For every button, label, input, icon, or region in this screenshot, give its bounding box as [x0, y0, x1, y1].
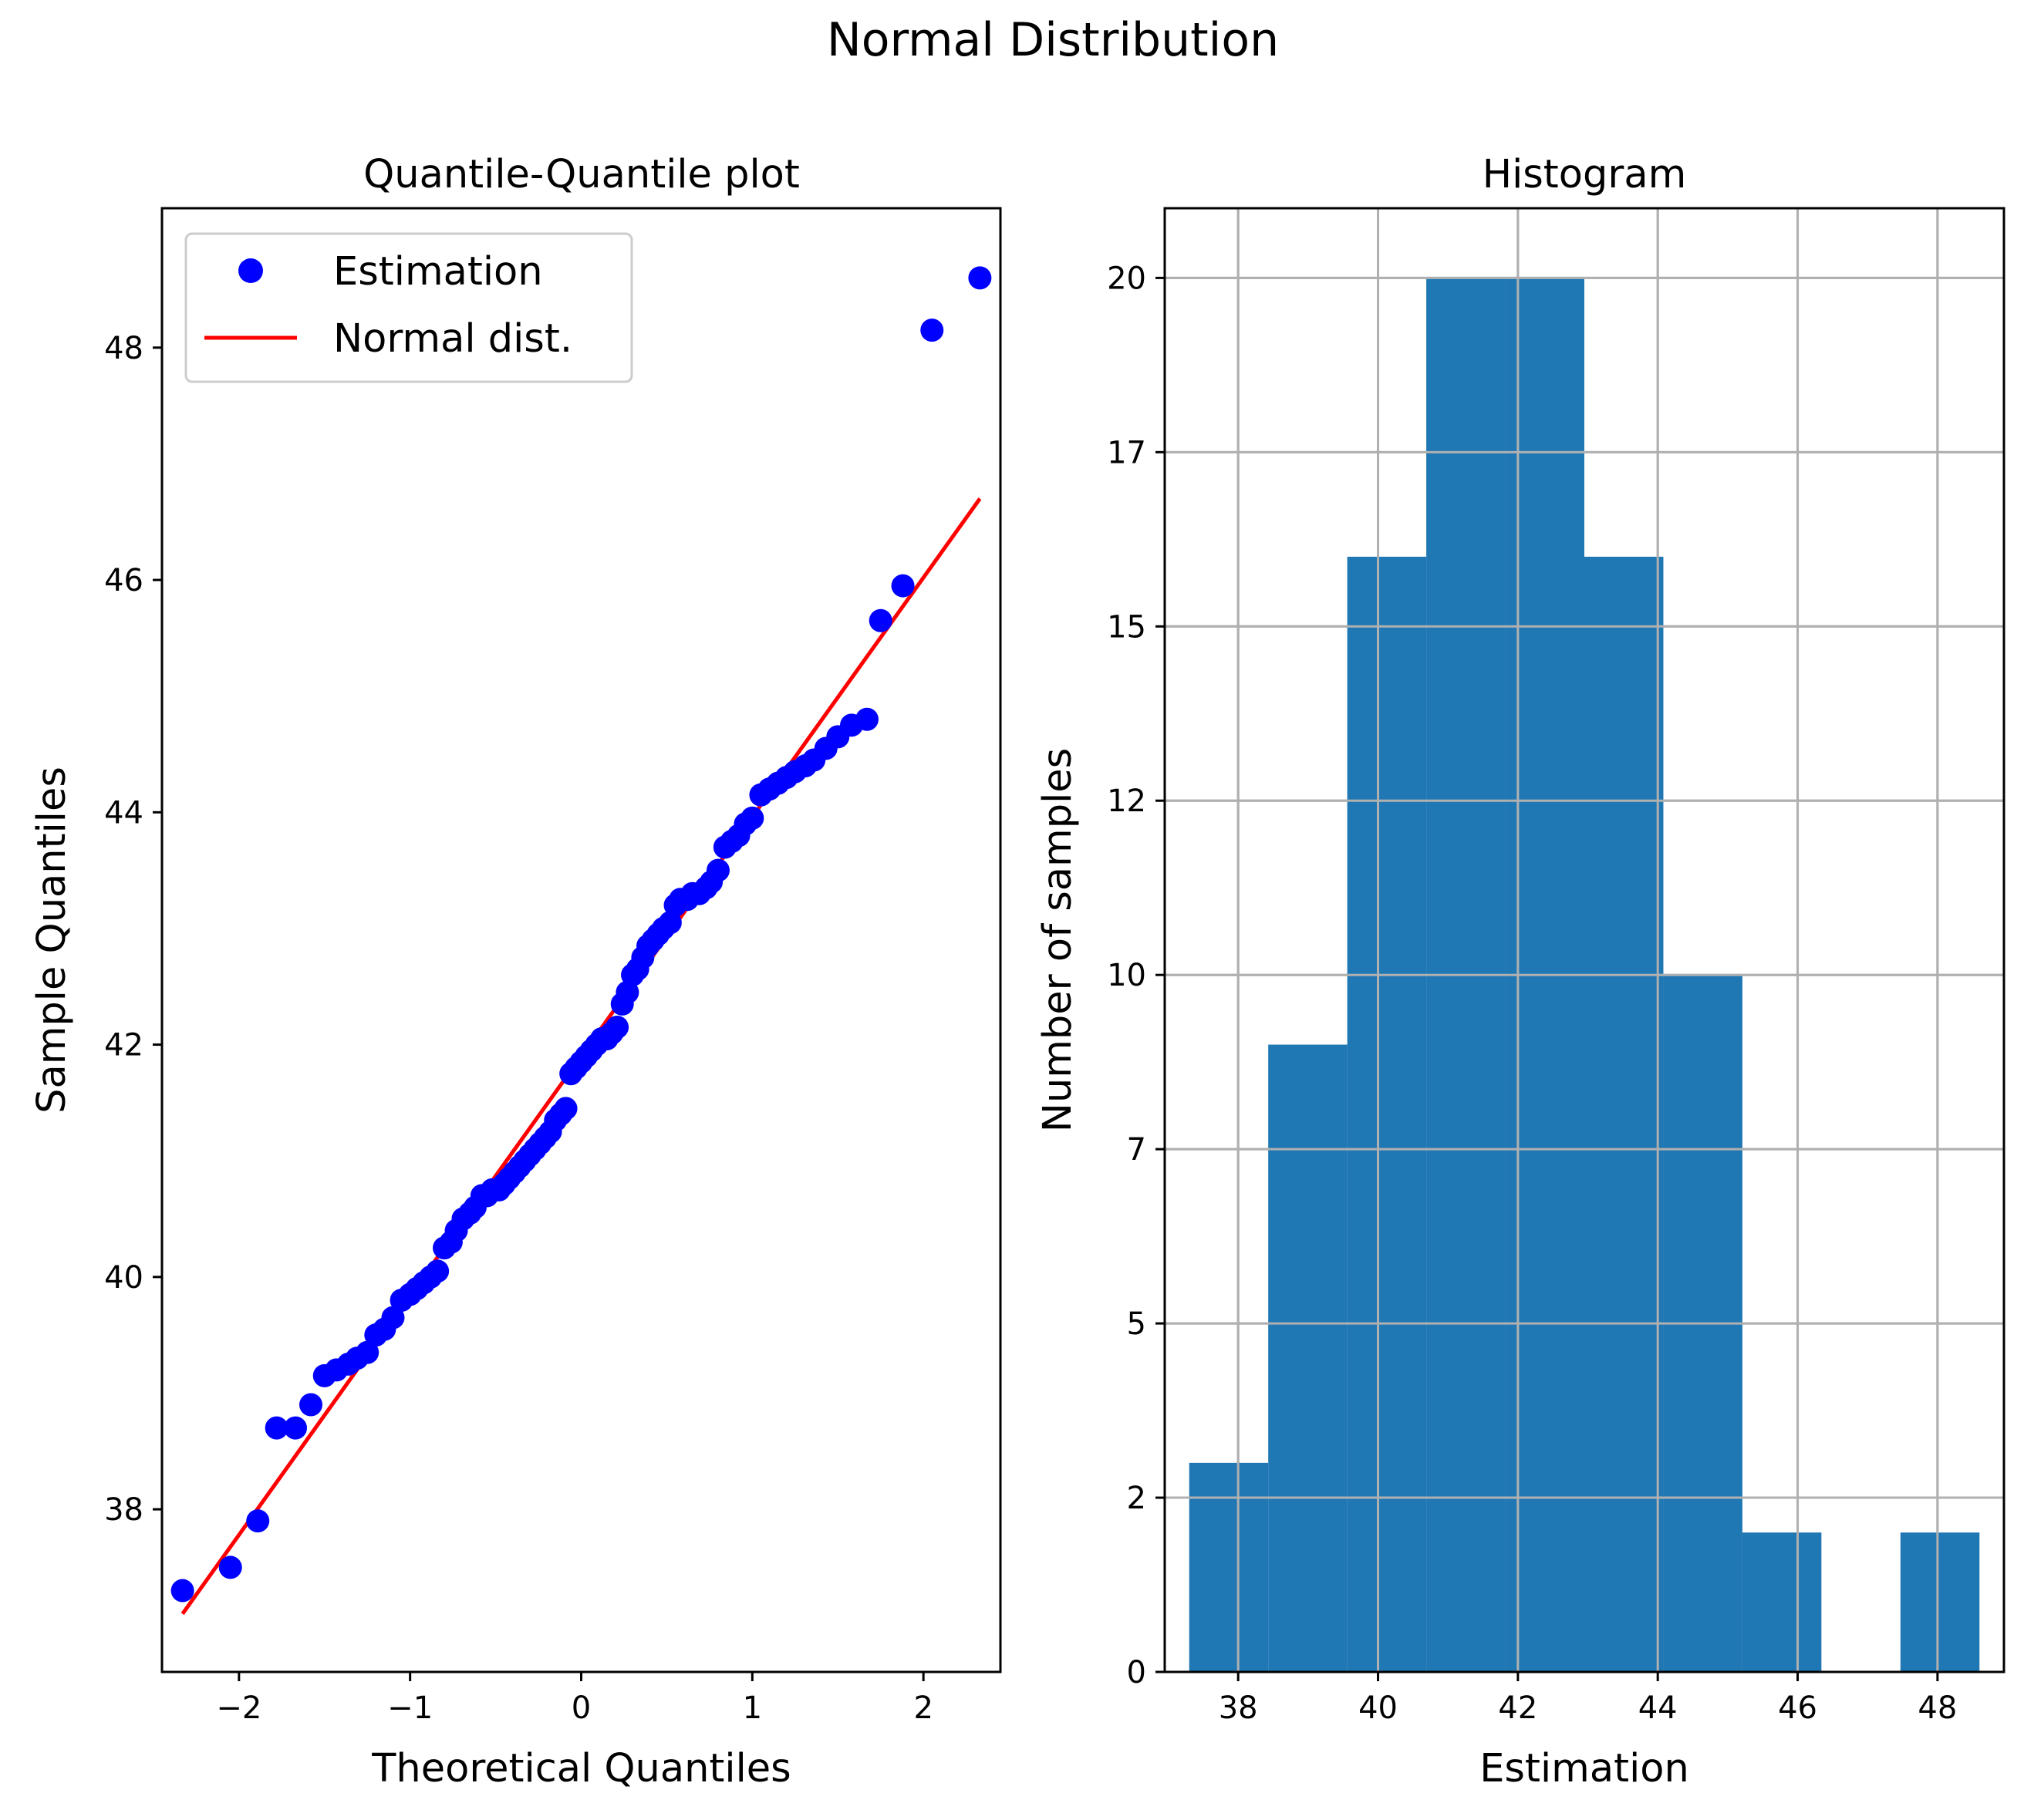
estimation-point [740, 806, 764, 830]
qq-y-axis: 38 40 42 44 46 48 [104, 331, 162, 1528]
histogram-x-axis-label: Estimation [1479, 1746, 1689, 1791]
histogram-axes-frame [1163, 207, 2005, 1673]
histogram-y-tick-label: 0 [1127, 1655, 1146, 1690]
qq-x-axis: −2 −1 0 1 2 [216, 1672, 933, 1726]
qq-y-axis-label: Sample Quantiles [29, 767, 75, 1114]
qq-x-tick-label: 0 [572, 1690, 591, 1726]
qq-x-tick-label: 1 [743, 1690, 762, 1726]
histogram-bar [1268, 1044, 1348, 1672]
estimation-point [218, 1555, 242, 1579]
estimation-point [920, 318, 944, 342]
histogram-x-tick-label: 40 [1358, 1690, 1398, 1726]
histogram-x-tick-label: 46 [1778, 1690, 1817, 1726]
estimation-point [869, 608, 892, 632]
histogram-title: Histogram [1483, 152, 1687, 197]
histogram-y-axis: 0 2 5 7 10 12 15 17 20 [1107, 261, 1165, 1690]
estimation-point [284, 1416, 308, 1440]
qq-x-tick-label: −1 [387, 1690, 433, 1726]
histogram-y-tick-label: 12 [1107, 784, 1146, 819]
histogram-y-tick-label: 17 [1107, 435, 1146, 470]
qq-y-tick-label: 40 [104, 1260, 143, 1296]
histogram-bar [1742, 1532, 1822, 1672]
qq-legend: Estimation Normal dist. [184, 232, 633, 383]
estimation-point [706, 858, 730, 882]
estimation-point [855, 707, 879, 731]
estimation-point [265, 1416, 288, 1440]
histogram-x-tick-label: 38 [1219, 1690, 1258, 1726]
estimation-point [658, 911, 682, 935]
histogram-y-tick-label: 7 [1127, 1132, 1146, 1168]
histogram-y-axis-label: Number of samples [1035, 748, 1081, 1132]
estimation-point [299, 1393, 322, 1417]
histogram-x-axis: 38 40 42 44 46 48 [1219, 1672, 1957, 1726]
estimation-point [356, 1340, 380, 1364]
estimation-point [170, 1579, 194, 1603]
histogram-bar [1900, 1532, 1980, 1672]
histogram-bar [1347, 556, 1427, 1672]
qq-legend-estimation-marker [238, 258, 263, 283]
qq-y-tick-label: 44 [104, 795, 143, 831]
estimation-point [616, 980, 639, 1004]
qq-y-tick-label: 42 [104, 1028, 143, 1063]
estimation-point [968, 266, 992, 290]
histogram-y-tick-label: 10 [1107, 958, 1146, 993]
estimation-point [426, 1259, 450, 1283]
histogram-x-tick-label: 42 [1498, 1690, 1537, 1726]
histogram-panel: Histogram 38 40 42 44 46 48 0 2 5 7 10 12 15 17 20 Es… [1035, 152, 2005, 1791]
qq-legend-normal-label: Normal dist. [333, 316, 572, 362]
histogram-x-tick-label: 48 [1918, 1690, 1957, 1726]
estimation-point [891, 574, 915, 598]
histogram-y-tick-label: 15 [1107, 609, 1146, 645]
qq-legend-estimation-label: Estimation [333, 249, 543, 295]
qq-y-tick-label: 38 [104, 1492, 143, 1528]
qq-legend-box [184, 232, 633, 383]
qq-y-tick-label: 46 [104, 563, 143, 598]
histogram-y-tick-label: 20 [1107, 261, 1146, 296]
histogram-x-tick-label: 44 [1638, 1690, 1678, 1726]
qq-x-tick-label: 2 [913, 1690, 933, 1726]
qq-plot-title: Quantile-Quantile plot [363, 152, 800, 197]
qq-plot-area [170, 266, 992, 1616]
qq-plot-panel: Quantile-Quantile plot −2 −1 0 1 2 38 40 42 44 4… [29, 152, 1002, 1791]
histogram-bar [1189, 1462, 1269, 1672]
estimation-point [246, 1509, 270, 1533]
histogram-y-tick-label: 2 [1127, 1481, 1146, 1516]
qq-y-tick-label: 48 [104, 331, 143, 366]
qq-x-tick-label: −2 [216, 1690, 261, 1726]
histogram-y-tick-label: 5 [1127, 1306, 1146, 1342]
estimation-point [606, 1015, 629, 1039]
histogram-bar [1584, 556, 1664, 1672]
estimation-point [381, 1306, 405, 1330]
qq-x-axis-label: Theoretical Quantiles [371, 1746, 791, 1791]
estimation-point [554, 1097, 578, 1121]
figure-title: Normal Distribution [827, 13, 1279, 67]
